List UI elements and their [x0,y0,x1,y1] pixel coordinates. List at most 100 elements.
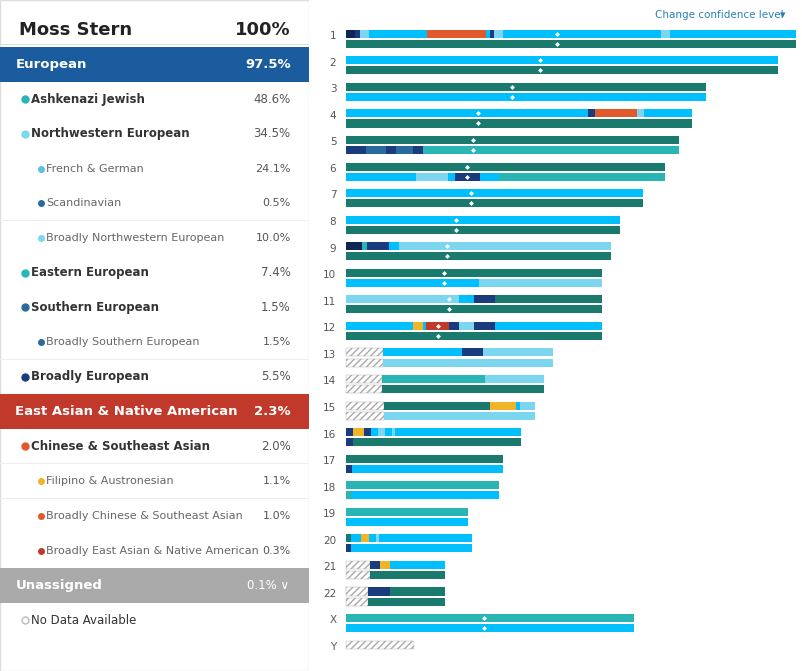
Bar [356,534,361,542]
Bar [346,544,350,552]
Bar [423,322,425,330]
Bar [346,172,416,180]
Bar [482,348,553,356]
Bar [379,561,389,569]
Bar [353,428,363,436]
Text: 19: 19 [322,509,336,519]
Text: 8: 8 [330,217,336,227]
Bar [388,242,399,250]
Bar [346,428,353,436]
Bar [389,561,444,569]
Text: Unassigned: Unassigned [15,579,102,592]
Text: European: European [15,58,87,71]
Bar [361,534,368,542]
Bar [537,242,610,250]
Text: Northwestern European: Northwestern European [31,127,189,140]
Text: Ashkenazi Jewish: Ashkenazi Jewish [31,93,144,105]
Text: 0.5%: 0.5% [262,198,290,208]
Bar [499,172,664,180]
Bar [346,614,633,622]
Bar [346,269,602,277]
Bar [346,146,366,154]
Bar [594,109,636,117]
Bar [0,47,309,82]
Text: Change confidence level: Change confidence level [654,10,783,19]
Bar [351,215,620,223]
Bar [371,428,377,436]
Bar [458,295,474,303]
Bar [384,428,391,436]
Bar [0,395,309,429]
Bar [0,44,309,45]
Bar [381,375,484,383]
Bar [358,491,498,499]
Bar [381,588,389,596]
Bar [346,561,370,569]
Bar [346,358,383,366]
Bar [354,30,359,38]
Bar [346,508,467,516]
Text: 5.5%: 5.5% [261,370,290,383]
Bar [479,295,494,303]
Text: 20: 20 [322,535,336,546]
Bar [367,588,381,596]
Bar [346,465,352,473]
Bar [346,322,397,330]
Text: Southern European: Southern European [31,301,159,314]
Bar [352,491,358,499]
Bar [346,481,498,489]
Bar [350,544,472,552]
Bar [358,465,503,473]
Bar [370,561,375,569]
Bar [381,385,543,393]
Text: 7: 7 [330,191,336,201]
Text: No Data Available: No Data Available [31,613,136,627]
Bar [397,322,412,330]
Text: 5: 5 [330,138,336,148]
Text: 48.6%: 48.6% [253,93,290,105]
Bar [479,279,500,287]
Bar [353,438,520,446]
Bar [346,534,350,542]
Text: Filipino & Austronesian: Filipino & Austronesian [47,476,174,486]
Text: Y: Y [330,642,336,652]
Bar [0,568,309,603]
Text: 1: 1 [330,31,336,41]
Bar [660,30,669,38]
Bar [389,588,444,596]
Bar [346,588,367,596]
Text: Moss Stern: Moss Stern [18,21,132,39]
Bar [346,56,776,64]
Bar [669,30,678,38]
Bar [516,401,519,409]
Text: 1.0%: 1.0% [262,511,290,521]
Text: East Asian & Native American: East Asian & Native American [15,405,237,418]
Bar [484,375,543,383]
Text: 2: 2 [330,58,336,68]
Bar [448,172,454,180]
Bar [346,162,664,170]
Bar [383,358,553,366]
Bar [346,252,610,260]
Bar [346,66,776,74]
Bar [519,401,534,409]
Bar [346,455,503,463]
Text: 10: 10 [322,270,336,280]
Text: 13: 13 [322,350,336,360]
Bar [643,109,691,117]
Bar [494,322,602,330]
Bar [370,571,444,579]
Bar [383,411,534,419]
Bar [346,93,705,101]
Bar [346,215,351,223]
Bar [461,348,482,356]
Text: ▾: ▾ [780,10,785,19]
Bar [359,30,368,38]
Bar [346,375,381,383]
Text: 16: 16 [322,429,336,440]
Text: 1.1%: 1.1% [262,476,290,486]
Bar [346,136,678,144]
Text: 24.1%: 24.1% [255,164,290,174]
Text: 97.5%: 97.5% [245,58,290,71]
Bar [367,242,388,250]
